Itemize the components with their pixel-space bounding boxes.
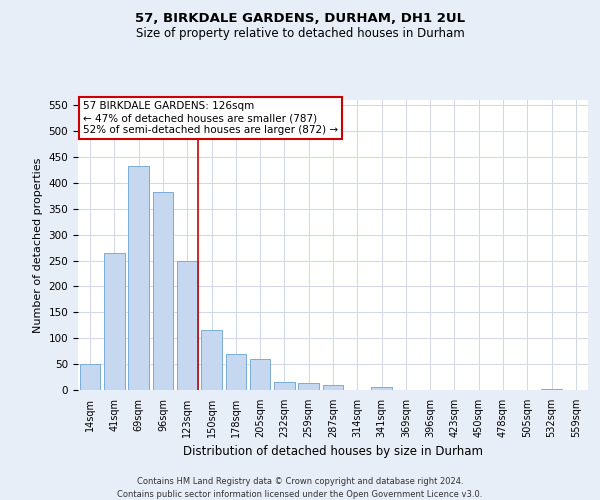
Y-axis label: Number of detached properties: Number of detached properties [33, 158, 43, 332]
Bar [226, 354, 246, 390]
Bar [201, 330, 222, 390]
Bar [177, 260, 197, 390]
Bar [250, 359, 271, 390]
Text: Contains HM Land Registry data © Crown copyright and database right 2024.: Contains HM Land Registry data © Crown c… [137, 478, 463, 486]
Text: Distribution of detached houses by size in Durham: Distribution of detached houses by size … [183, 444, 483, 458]
Bar [541, 389, 562, 390]
Text: 57, BIRKDALE GARDENS, DURHAM, DH1 2UL: 57, BIRKDALE GARDENS, DURHAM, DH1 2UL [135, 12, 465, 26]
Text: Size of property relative to detached houses in Durham: Size of property relative to detached ho… [136, 28, 464, 40]
Bar [371, 387, 392, 390]
Bar [274, 382, 295, 390]
Bar [298, 384, 319, 390]
Text: 57 BIRKDALE GARDENS: 126sqm
← 47% of detached houses are smaller (787)
52% of se: 57 BIRKDALE GARDENS: 126sqm ← 47% of det… [83, 102, 338, 134]
Bar [323, 385, 343, 390]
Bar [80, 364, 100, 390]
Text: Contains public sector information licensed under the Open Government Licence v3: Contains public sector information licen… [118, 490, 482, 499]
Bar [152, 192, 173, 390]
Bar [128, 166, 149, 390]
Bar [104, 253, 125, 390]
